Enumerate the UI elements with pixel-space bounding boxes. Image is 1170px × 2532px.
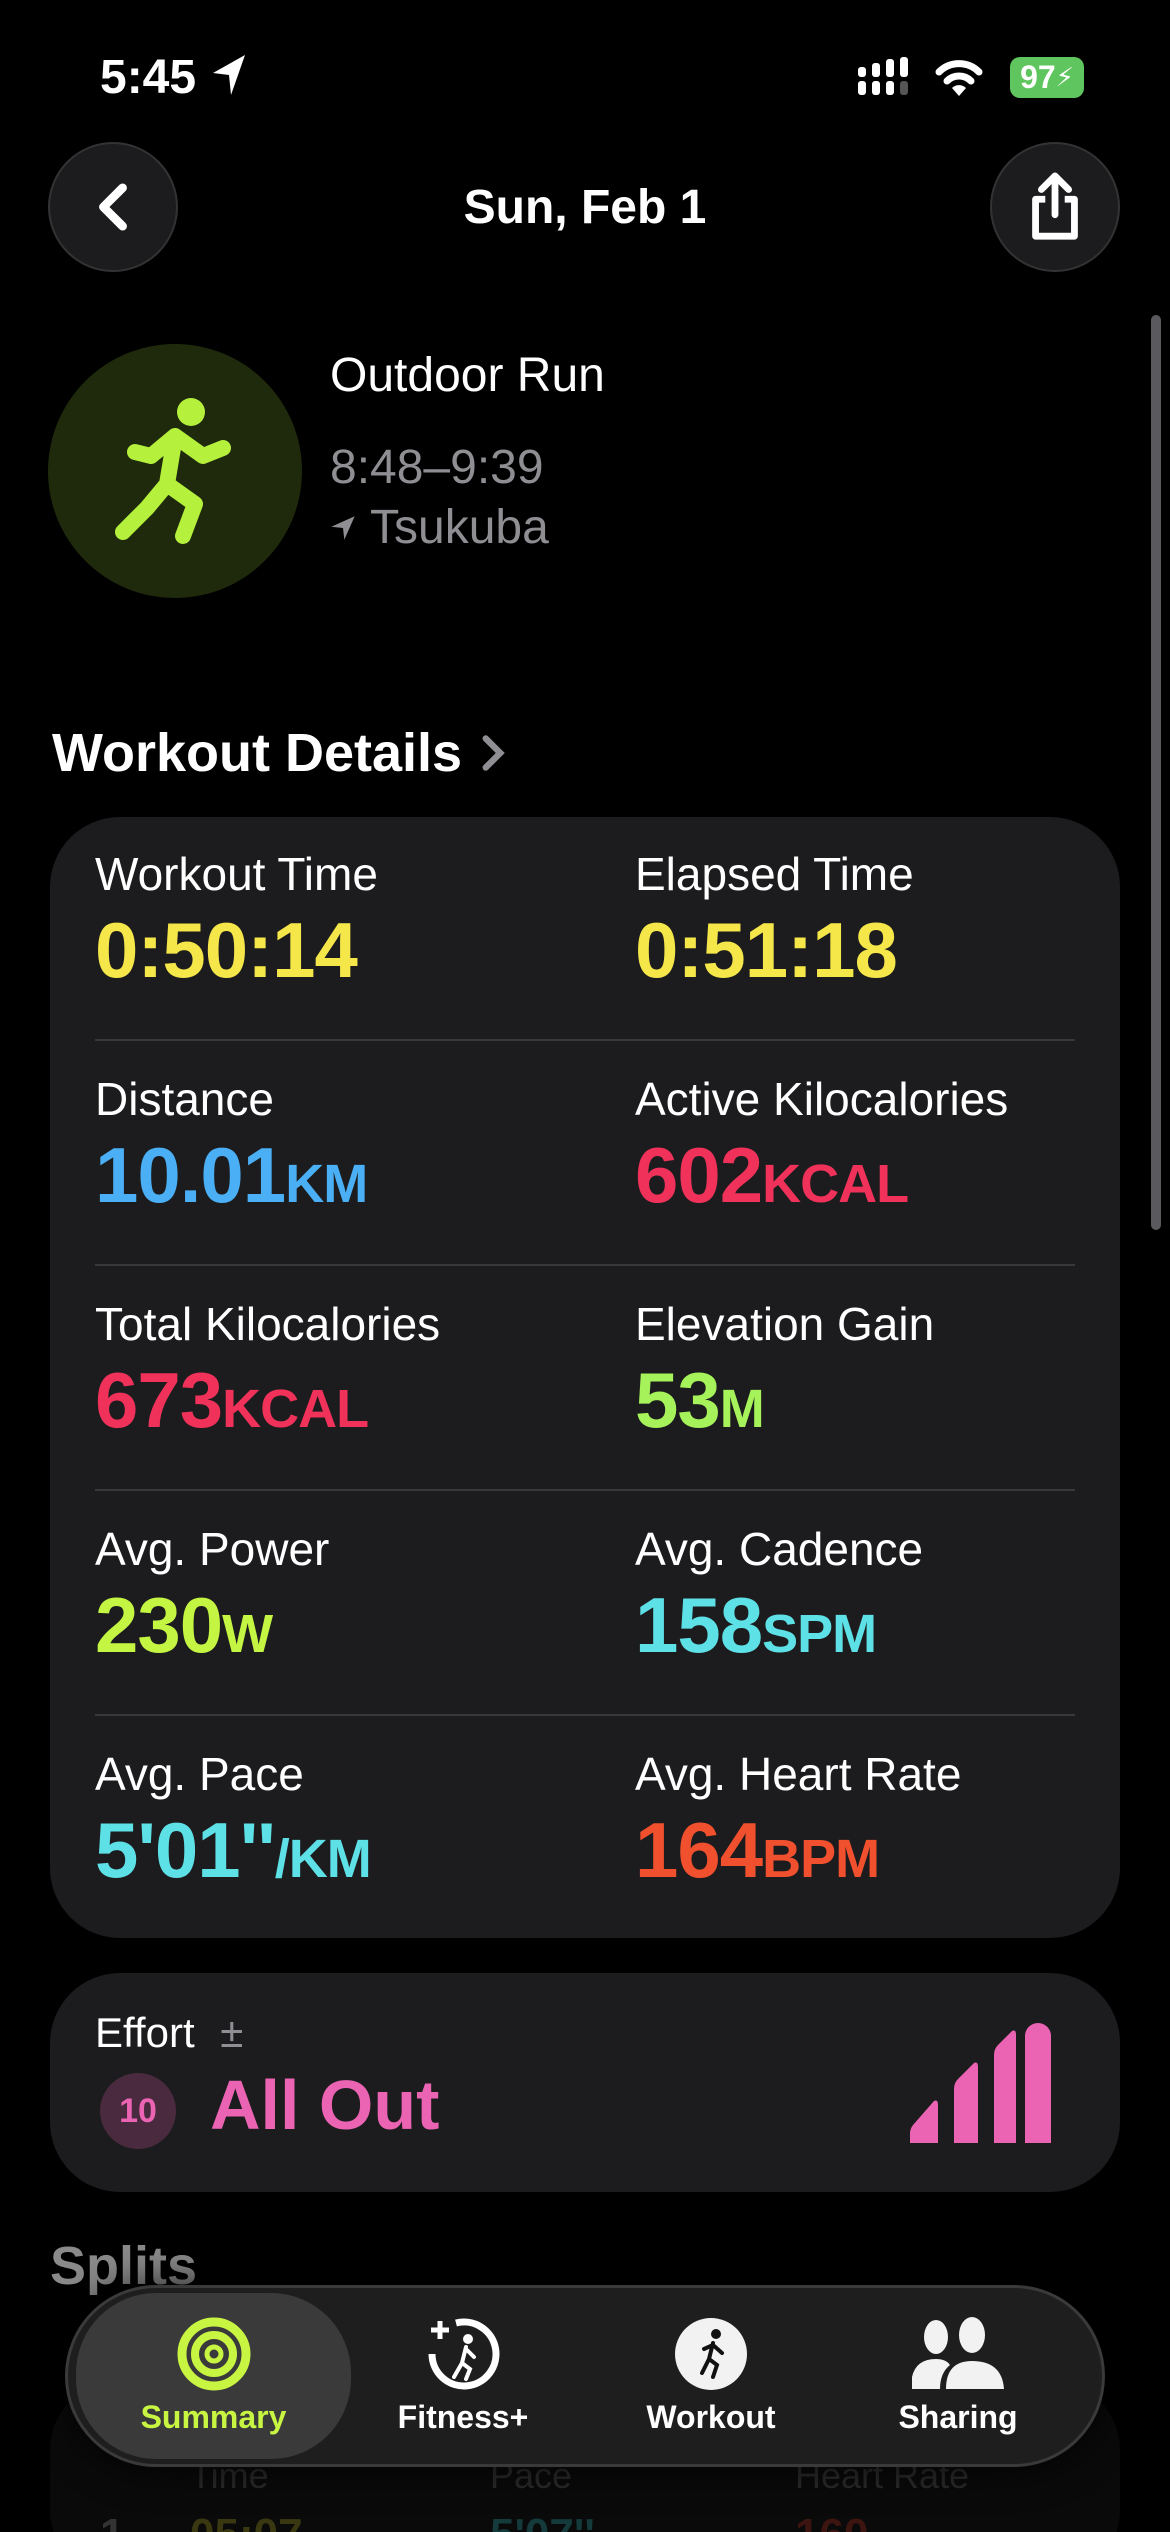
metric-value: 158spm bbox=[635, 1581, 877, 1669]
chevron-right-icon bbox=[482, 735, 505, 771]
metric-unit: kcal bbox=[762, 1154, 909, 1214]
metric-value: 602kcal bbox=[635, 1131, 909, 1219]
metric-avg-power: Avg. Power 230W bbox=[95, 1522, 615, 1671]
split-heart-rate: 160 bbox=[795, 2510, 868, 2532]
effort-rating: All Out bbox=[210, 2066, 440, 2144]
metric-label: Elapsed Time bbox=[635, 848, 914, 900]
sharing-people-icon bbox=[912, 2316, 1004, 2389]
metric-label: Total Kilocalories bbox=[95, 1298, 441, 1350]
workout-details-card: Workout Time 0:50:14 Elapsed Time 0:51:18 Di… bbox=[50, 817, 1120, 1938]
scrollbar[interactable] bbox=[1151, 315, 1161, 1230]
divider bbox=[95, 1264, 1075, 1266]
metric-label: Elevation Gain bbox=[635, 1298, 935, 1350]
split-index: 1 bbox=[100, 2510, 124, 2532]
back-button[interactable] bbox=[48, 142, 178, 272]
workout-location: Tsukuba bbox=[330, 500, 549, 555]
workout-details-link[interactable]: Workout Details bbox=[52, 722, 506, 784]
metric-avg-cadence: Avg. Cadence 158spm bbox=[635, 1522, 1155, 1671]
metric-avg-heart-rate: Avg. Heart Rate 164bpm bbox=[635, 1747, 1155, 1896]
divider bbox=[95, 1039, 1075, 1041]
status-time: 5:45 bbox=[100, 50, 249, 105]
effort-level-bars-icon bbox=[910, 2023, 1051, 2143]
metric-value: 0:51:18 bbox=[635, 906, 898, 994]
effort-card[interactable]: Effort ± 10 All Out bbox=[50, 1973, 1120, 2192]
metric-unit: spm bbox=[762, 1604, 877, 1664]
metric-label: Avg. Pace bbox=[95, 1748, 304, 1800]
page-title: Sun, Feb 1 bbox=[463, 181, 707, 234]
cellular-signal-icon bbox=[858, 57, 908, 95]
metric-value: 0:50:14 bbox=[95, 906, 358, 994]
tab-sharing[interactable]: Sharing bbox=[828, 2288, 1088, 2464]
metric-workout-time: Workout Time 0:50:14 bbox=[95, 847, 615, 996]
metric-value: 10.01km bbox=[95, 1131, 368, 1219]
battery-indicator: 97 ⚡ bbox=[1010, 57, 1084, 98]
metric-elapsed-time: Elapsed Time 0:51:18 bbox=[635, 847, 1155, 996]
metric-value: 53m bbox=[635, 1356, 765, 1444]
metric-value: 164bpm bbox=[635, 1806, 880, 1894]
metric-label: Avg. Power bbox=[95, 1523, 330, 1575]
metric-elevation-gain: Elevation Gain 53m bbox=[635, 1297, 1155, 1446]
metric-distance: Distance 10.01km bbox=[95, 1072, 615, 1221]
metric-value: 230W bbox=[95, 1581, 273, 1669]
divider bbox=[95, 1489, 1075, 1491]
activity-rings-icon bbox=[177, 2317, 250, 2390]
split-pace: 5'07'' bbox=[490, 2510, 595, 2532]
location-arrow-icon bbox=[331, 515, 355, 540]
location-arrow-icon bbox=[213, 55, 246, 95]
metric-unit: kcal bbox=[222, 1379, 369, 1439]
metric-unit: m bbox=[719, 1379, 765, 1439]
metric-label: Avg. Cadence bbox=[635, 1523, 924, 1575]
tab-fitness-plus[interactable]: Fitness+ bbox=[333, 2288, 593, 2464]
metric-unit: bpm bbox=[762, 1829, 880, 1889]
metric-value: 673kcal bbox=[95, 1356, 369, 1444]
tab-workout[interactable]: Workout bbox=[581, 2288, 841, 2464]
outdoor-run-icon bbox=[48, 344, 302, 598]
chevron-left-icon bbox=[99, 183, 127, 231]
metric-unit: /km bbox=[274, 1829, 372, 1889]
metric-unit: km bbox=[285, 1154, 368, 1214]
metric-label: Workout Time bbox=[95, 848, 378, 900]
wifi-icon bbox=[935, 60, 983, 96]
metric-active-kilocalories: Active Kilocalories 602kcal bbox=[635, 1072, 1155, 1221]
split-time: 05:07 bbox=[190, 2510, 303, 2532]
divider bbox=[95, 1714, 1075, 1716]
tab-bar: Summary Fitness+ Workout Sharing bbox=[65, 2285, 1105, 2467]
charging-bolt-icon: ⚡ bbox=[1055, 62, 1074, 92]
metric-label: Distance bbox=[95, 1073, 274, 1125]
workout-type: Outdoor Run bbox=[330, 349, 605, 402]
adjust-effort-icon[interactable]: ± bbox=[220, 2009, 244, 2056]
metric-label: Avg. Heart Rate bbox=[635, 1748, 962, 1800]
share-icon bbox=[1032, 172, 1078, 240]
workout-time-range: 8:48–9:39 bbox=[330, 441, 544, 494]
effort-score-badge: 10 bbox=[100, 2073, 176, 2149]
fitness-plus-icon bbox=[428, 2318, 500, 2389]
share-button[interactable] bbox=[990, 142, 1120, 272]
tab-summary[interactable]: Summary bbox=[76, 2293, 351, 2459]
metric-unit: W bbox=[222, 1604, 273, 1664]
metric-value: 5'01''/km bbox=[95, 1806, 372, 1894]
workout-runner-icon bbox=[675, 2317, 747, 2390]
metric-total-kilocalories: Total Kilocalories 673kcal bbox=[95, 1297, 615, 1446]
metric-avg-pace: Avg. Pace 5'01''/km bbox=[95, 1747, 615, 1896]
effort-label: Effort ± bbox=[95, 2009, 244, 2056]
metric-label: Active Kilocalories bbox=[635, 1073, 1009, 1125]
